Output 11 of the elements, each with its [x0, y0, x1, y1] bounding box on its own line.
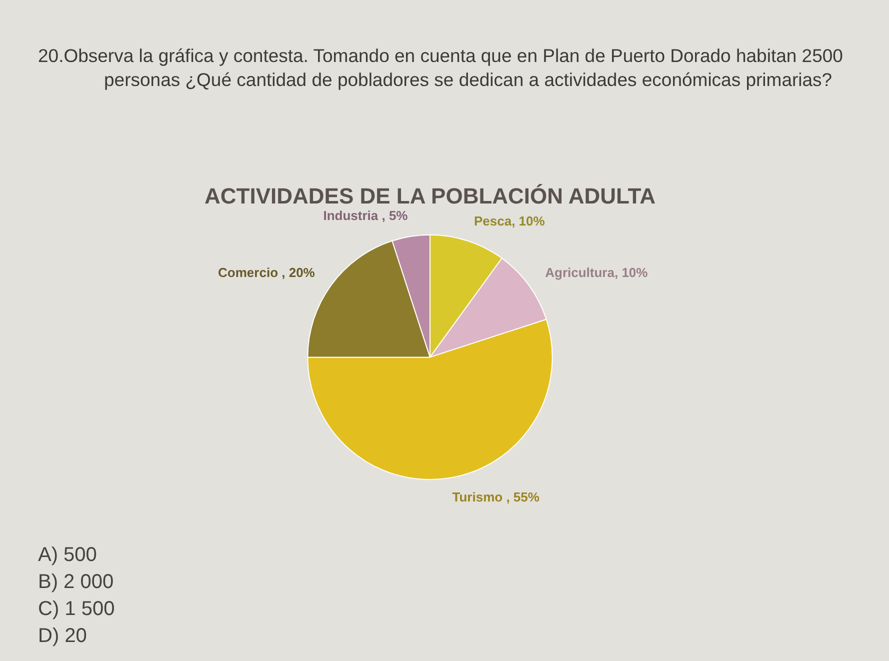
slice-label: Agricultura, 10% [545, 265, 648, 280]
chart-title: ACTIVIDADES DE LA POBLACIÓN ADULTA [204, 183, 656, 208]
text: 20.Observa la gráfica y contesta. Tomando en cuenta que en Plan de Puerto Dorado habitan 2500 personas ¿Qué cantidad de pobladores se dedican a actividades económicas primarias? [38, 44, 844, 92]
slice-label: Comercio , 20% [218, 265, 316, 280]
text: B) 2 000 [38, 570, 115, 595]
slice-label: Turismo , 55% [452, 489, 540, 504]
slice-label: Pesca, 10% [474, 213, 546, 228]
text: A) 500 [38, 543, 98, 568]
text: C) 1 500 [38, 597, 115, 622]
text: D) 20 [38, 624, 88, 649]
slice-label: Industria , 5% [323, 208, 408, 224]
